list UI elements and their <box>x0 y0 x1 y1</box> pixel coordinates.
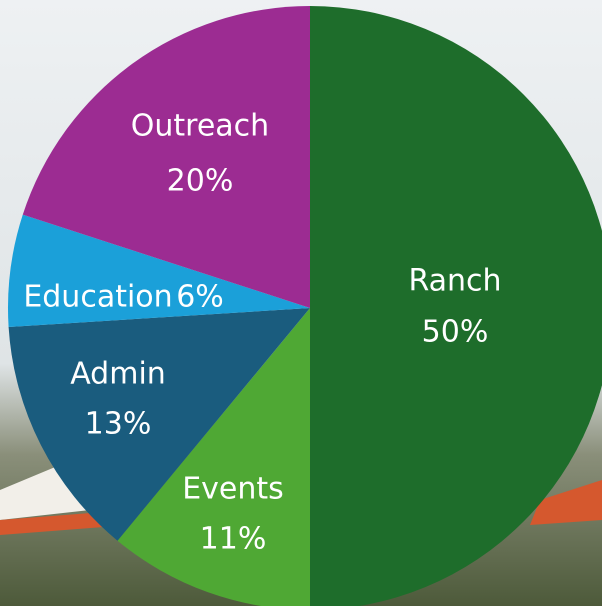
slice-label: Outreach <box>131 109 269 144</box>
pie: Ranch 50% Events 11% Admin 13% Education 6% Outr… <box>8 6 602 606</box>
umbrella-right <box>530 480 602 525</box>
pie-slice <box>8 308 311 541</box>
slice-value-label: 20% <box>167 164 234 199</box>
slice-label: Events <box>182 472 284 507</box>
slice-value-label: 11% <box>200 522 267 557</box>
pie-slice <box>8 214 311 327</box>
slice-value-label: 13% <box>85 407 152 442</box>
slice-value-label: 50% <box>422 315 489 350</box>
slice-label: Education <box>23 280 172 315</box>
slice-label: Ranch <box>408 264 501 299</box>
slice-label: Admin <box>70 357 166 392</box>
pie-slice <box>117 308 310 606</box>
slice-value-label: 6% <box>176 280 224 315</box>
pie-slice <box>310 6 602 606</box>
pie-slice <box>22 6 310 308</box>
